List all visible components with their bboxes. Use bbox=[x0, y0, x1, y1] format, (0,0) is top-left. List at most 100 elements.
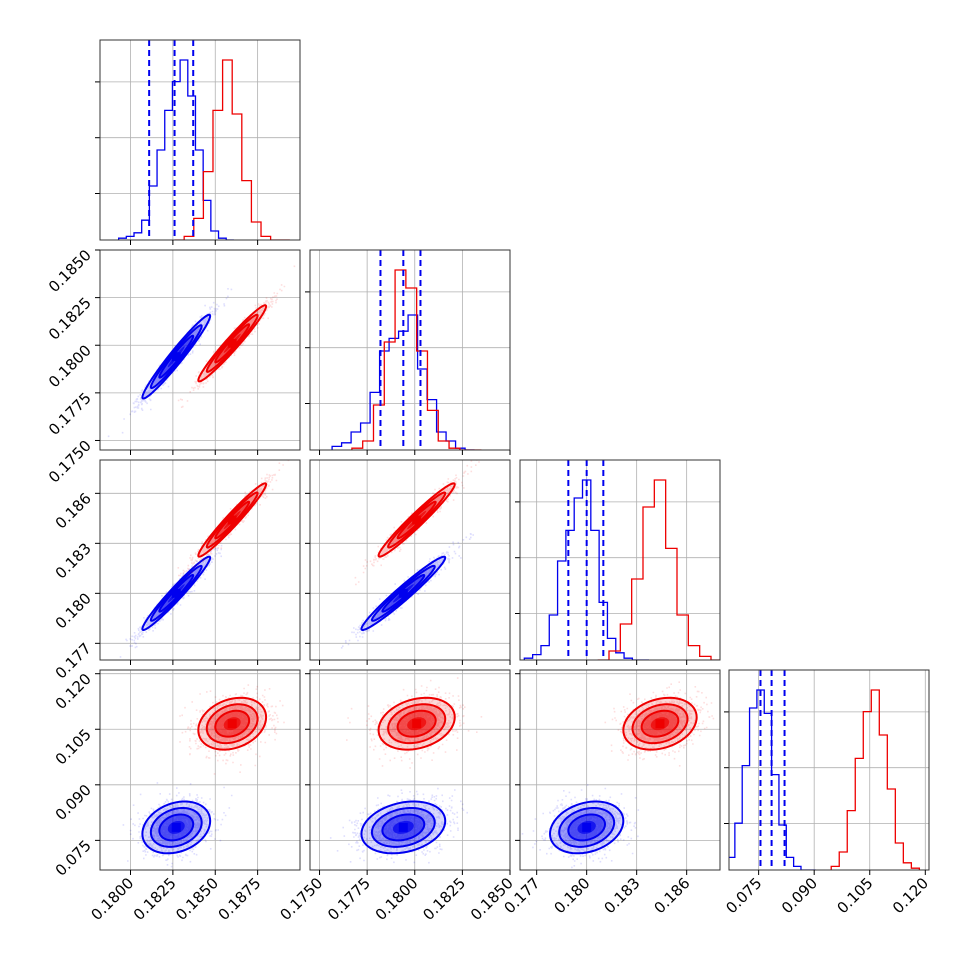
x-tick-label-p1-0: 0.1800 bbox=[87, 874, 137, 924]
contour-line-3 bbox=[158, 574, 195, 613]
panel-content bbox=[329, 677, 483, 870]
y-tick-label-p3-3: 0.186 bbox=[52, 489, 95, 532]
panel-content bbox=[523, 460, 720, 660]
contour-line-1 bbox=[360, 555, 447, 631]
contour-line-1 bbox=[548, 800, 625, 855]
density-peak bbox=[227, 338, 237, 348]
panel-frame bbox=[99, 459, 301, 661]
contour-line-2 bbox=[205, 313, 259, 373]
x-tick-label-p1-2: 0.1850 bbox=[172, 874, 222, 924]
panel-2-2 bbox=[305, 249, 511, 455]
contour-line-2 bbox=[149, 564, 203, 622]
contour-line-3 bbox=[381, 813, 426, 842]
contour-line-2 bbox=[149, 324, 203, 390]
contour-line-2 bbox=[149, 806, 203, 848]
contour-line-1 bbox=[622, 696, 698, 751]
panel-3-1 bbox=[95, 459, 301, 665]
histogram-series-2 bbox=[597, 479, 720, 660]
y-tick-label-p2-0: 0.1750 bbox=[45, 437, 95, 487]
panel-content bbox=[122, 684, 285, 868]
y-tick-label-p2-1: 0.1775 bbox=[45, 389, 95, 439]
contour-line-2 bbox=[558, 806, 616, 848]
contour-line-3 bbox=[214, 709, 251, 738]
panel-4-1 bbox=[95, 669, 301, 875]
contour-line-2 bbox=[205, 491, 259, 549]
contour-line-3 bbox=[567, 813, 607, 842]
y-tick-label-p2-4: 0.1850 bbox=[45, 246, 95, 296]
contour-line-3 bbox=[214, 500, 251, 540]
density-peak bbox=[171, 822, 181, 832]
contour-line-3 bbox=[396, 500, 437, 540]
y-tick-label-p4-0: 0.075 bbox=[52, 837, 95, 880]
x-tick-label-p2-3: 0.1825 bbox=[419, 874, 469, 924]
contour-line-1 bbox=[141, 800, 212, 855]
panel-frame bbox=[519, 669, 721, 871]
density-peak bbox=[655, 719, 665, 729]
contour-line-1 bbox=[197, 696, 268, 751]
contour-line-2 bbox=[387, 491, 447, 549]
x-tick-label-p3-1: 0.180 bbox=[550, 874, 593, 917]
panel-content bbox=[119, 460, 290, 658]
x-tick-label-p2-1: 0.1775 bbox=[324, 874, 374, 924]
x-tick-label-p1-3: 0.1875 bbox=[215, 874, 265, 924]
panel-1-1 bbox=[95, 39, 301, 245]
x-tick-label-p3-2: 0.183 bbox=[600, 874, 643, 917]
x-tick-label-p3-3: 0.186 bbox=[650, 874, 693, 917]
contour-line-3 bbox=[640, 709, 680, 738]
density-peak bbox=[171, 588, 181, 598]
panel-content bbox=[107, 265, 296, 438]
contour-line-1 bbox=[360, 800, 447, 855]
y-tick-label-p2-2: 0.1800 bbox=[45, 341, 95, 391]
panel-3-2 bbox=[305, 459, 511, 665]
y-tick-label-p2-3: 0.1825 bbox=[45, 294, 95, 344]
panel-frame bbox=[99, 249, 301, 451]
histogram-series-1 bbox=[729, 689, 816, 870]
contour-line-1 bbox=[197, 304, 268, 383]
x-tick-label-p4-1: 0.090 bbox=[778, 874, 821, 917]
x-tick-label-p2-2: 0.1800 bbox=[372, 874, 422, 924]
density-peak bbox=[582, 822, 592, 832]
contour-line-3 bbox=[381, 574, 426, 613]
contour-line-1 bbox=[197, 482, 268, 558]
panel-4-2 bbox=[305, 669, 511, 875]
panel-frame bbox=[99, 669, 301, 871]
panel-content bbox=[729, 670, 921, 870]
x-tick-label-p4-3: 0.120 bbox=[889, 874, 932, 917]
y-tick-label-p4-2: 0.105 bbox=[52, 725, 95, 768]
histogram-series-2 bbox=[174, 59, 290, 240]
density-peak bbox=[412, 719, 422, 729]
panel-frame bbox=[728, 669, 930, 871]
histogram-series-1 bbox=[523, 479, 649, 660]
contour-line-2 bbox=[631, 703, 689, 745]
density-peak bbox=[171, 352, 181, 362]
contour-line-3 bbox=[214, 323, 251, 364]
density-peak bbox=[398, 822, 408, 832]
panel-3-3 bbox=[515, 459, 721, 665]
panel-content bbox=[521, 681, 715, 869]
contour-line-2 bbox=[387, 703, 447, 745]
panel-frame bbox=[309, 669, 511, 871]
contour-line-2 bbox=[370, 564, 436, 622]
panel-content bbox=[117, 40, 290, 240]
y-tick-label-p3-2: 0.183 bbox=[52, 539, 95, 582]
contour-line-1 bbox=[141, 555, 212, 631]
y-tick-label-p3-1: 0.180 bbox=[52, 589, 95, 632]
density-peak bbox=[227, 515, 237, 525]
x-tick-label-p2-0: 0.1750 bbox=[276, 874, 326, 924]
y-tick-label-p4-1: 0.090 bbox=[52, 781, 95, 824]
contour-line-1 bbox=[377, 482, 456, 558]
contour-line-3 bbox=[396, 709, 437, 738]
histogram-series-1 bbox=[117, 59, 234, 240]
contour-line-3 bbox=[158, 813, 195, 842]
x-tick-label-p4-2: 0.105 bbox=[833, 874, 876, 917]
panel-frame bbox=[99, 39, 301, 241]
density-peak bbox=[398, 588, 408, 598]
panel-2-1 bbox=[95, 249, 301, 455]
y-tick-label-p3-0: 0.177 bbox=[52, 639, 95, 682]
panel-content bbox=[331, 250, 482, 450]
x-tick-label-p1-1: 0.1825 bbox=[130, 874, 180, 924]
contour-line-2 bbox=[370, 806, 436, 848]
x-tick-label-p4-0: 0.075 bbox=[722, 874, 765, 917]
histogram-series-2 bbox=[351, 269, 482, 450]
